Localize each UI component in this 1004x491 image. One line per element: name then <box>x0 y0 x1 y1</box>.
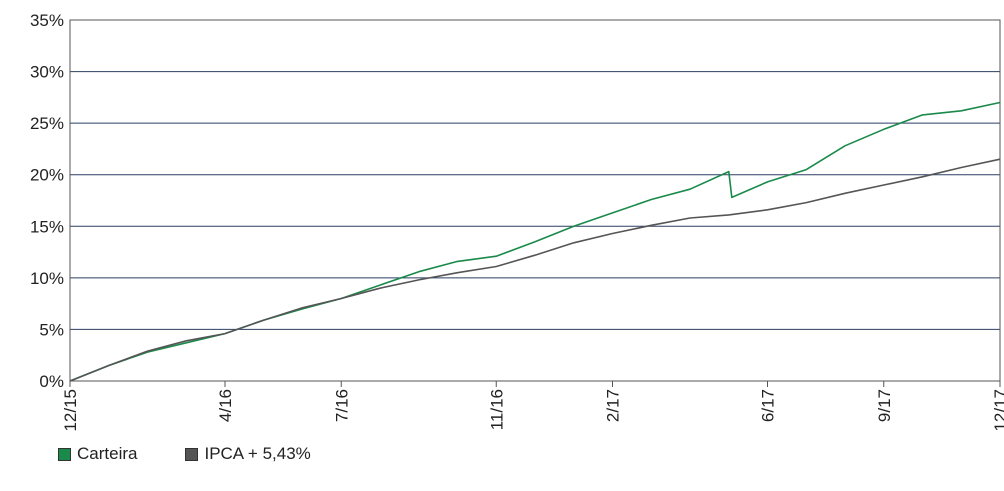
legend-swatch-ipca <box>185 447 199 461</box>
x-tick-label: 6/17 <box>759 389 778 422</box>
legend-item-ipca: IPCA + 5,43% <box>185 444 311 464</box>
x-tick-label: 4/16 <box>216 389 235 422</box>
series-line-ipca <box>69 158 1001 382</box>
y-tick-label: 35% <box>30 11 64 30</box>
y-tick-label: 30% <box>30 63 64 82</box>
y-tick-label: 0% <box>39 372 64 391</box>
y-axis-ticks: 0% 5% 10% 15% 20% 25% 30% 35% <box>30 11 64 391</box>
x-tick-label: 12/15 <box>61 389 80 432</box>
x-axis-ticks: 12/15 4/16 7/16 11/16 2/17 6/17 9/17 12/17 <box>61 381 1004 432</box>
plot-frame <box>69 19 1001 382</box>
x-tick-label: 12/17 <box>991 389 1004 432</box>
x-tick-label: 11/16 <box>487 389 506 430</box>
series-lines <box>69 101 1001 382</box>
legend-label-ipca: IPCA + 5,43% <box>204 444 311 463</box>
legend-item-carteira: Carteira <box>58 444 137 464</box>
y-tick-label: 20% <box>30 166 64 185</box>
series-line-carteira <box>69 101 1001 382</box>
legend-label-carteira: Carteira <box>77 444 138 463</box>
grid <box>70 19 1000 382</box>
legend-swatch-carteira <box>58 447 71 461</box>
y-tick-label: 25% <box>30 114 64 133</box>
x-tick-label: 9/17 <box>875 389 894 422</box>
line-chart: 0% 5% 10% 15% 20% 25% 30% 35% 12/15 4/16 7/16 11/1… <box>30 11 1004 432</box>
y-tick-label: 5% <box>39 320 64 339</box>
x-tick-label: 7/16 <box>332 389 351 422</box>
x-tick-label: 2/17 <box>604 389 623 422</box>
legend: Carteira IPCA + 5,43% <box>58 444 359 464</box>
y-tick-label: 10% <box>30 269 64 288</box>
y-tick-label: 15% <box>30 217 64 236</box>
